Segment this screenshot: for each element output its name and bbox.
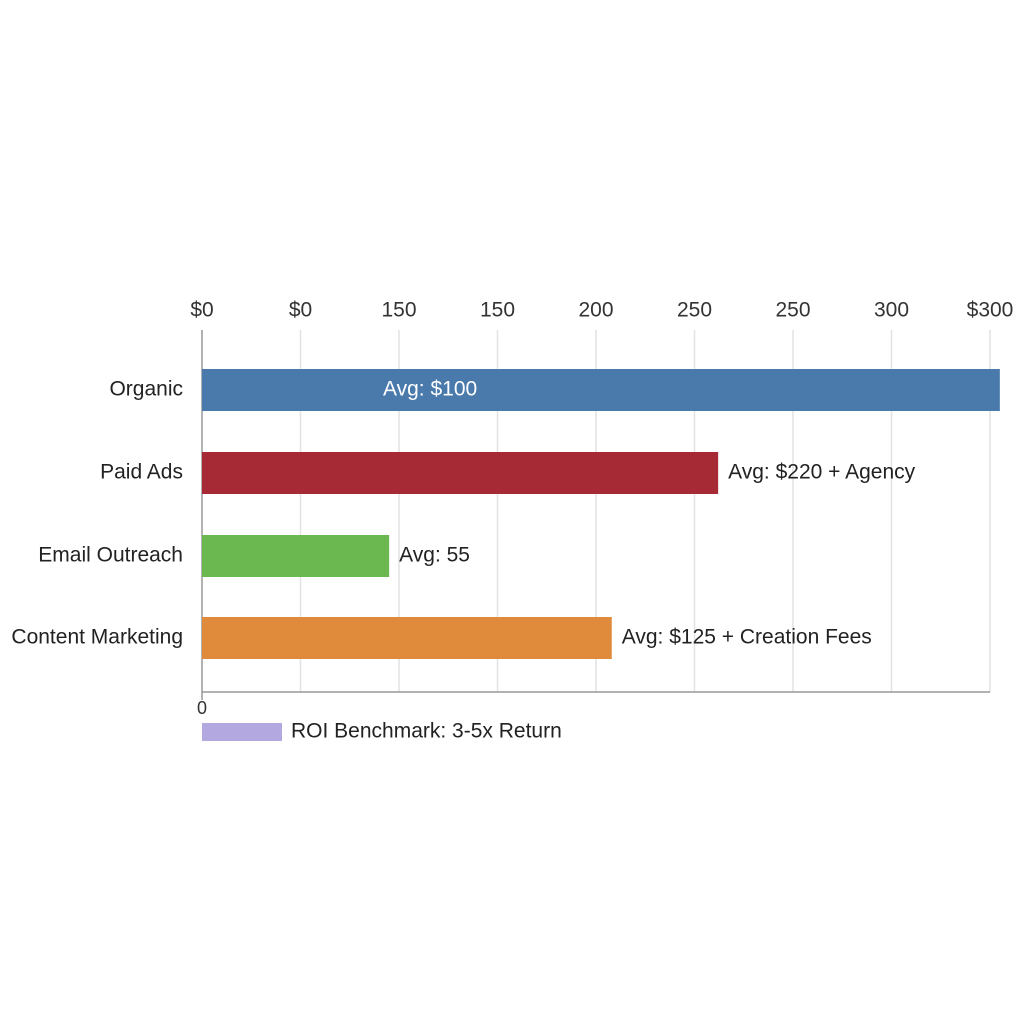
bar [202,535,390,577]
x-tick-label: 0 [197,698,207,718]
legend-swatch [202,723,282,741]
category-label: Content Marketing [11,626,183,649]
value-label: Avg: $220 + Agency [728,461,916,484]
x-tick-label: 200 [578,299,613,322]
x-tick-label: $0 [190,299,213,322]
x-tick-label: 150 [381,299,416,322]
value-label: Avg: $100 [383,378,477,401]
x-tick-label: $300 [967,299,1014,322]
legend-label: ROI Benchmark: 3-5x Return [291,720,562,743]
value-label: Avg: $125 + Creation Fees [622,626,872,649]
category-label: Paid Ads [100,461,183,484]
x-tick-label: $0 [289,299,312,322]
value-label: Avg: 55 [399,544,470,567]
x-tick-label: 300 [874,299,909,322]
category-label: Email Outreach [38,544,183,567]
bar [202,452,719,494]
bar [202,617,612,659]
x-tick-label: 250 [775,299,810,322]
x-tick-label: 150 [480,299,515,322]
bar [202,369,1000,411]
category-label: Organic [109,378,183,401]
x-tick-label: 250 [677,299,712,322]
